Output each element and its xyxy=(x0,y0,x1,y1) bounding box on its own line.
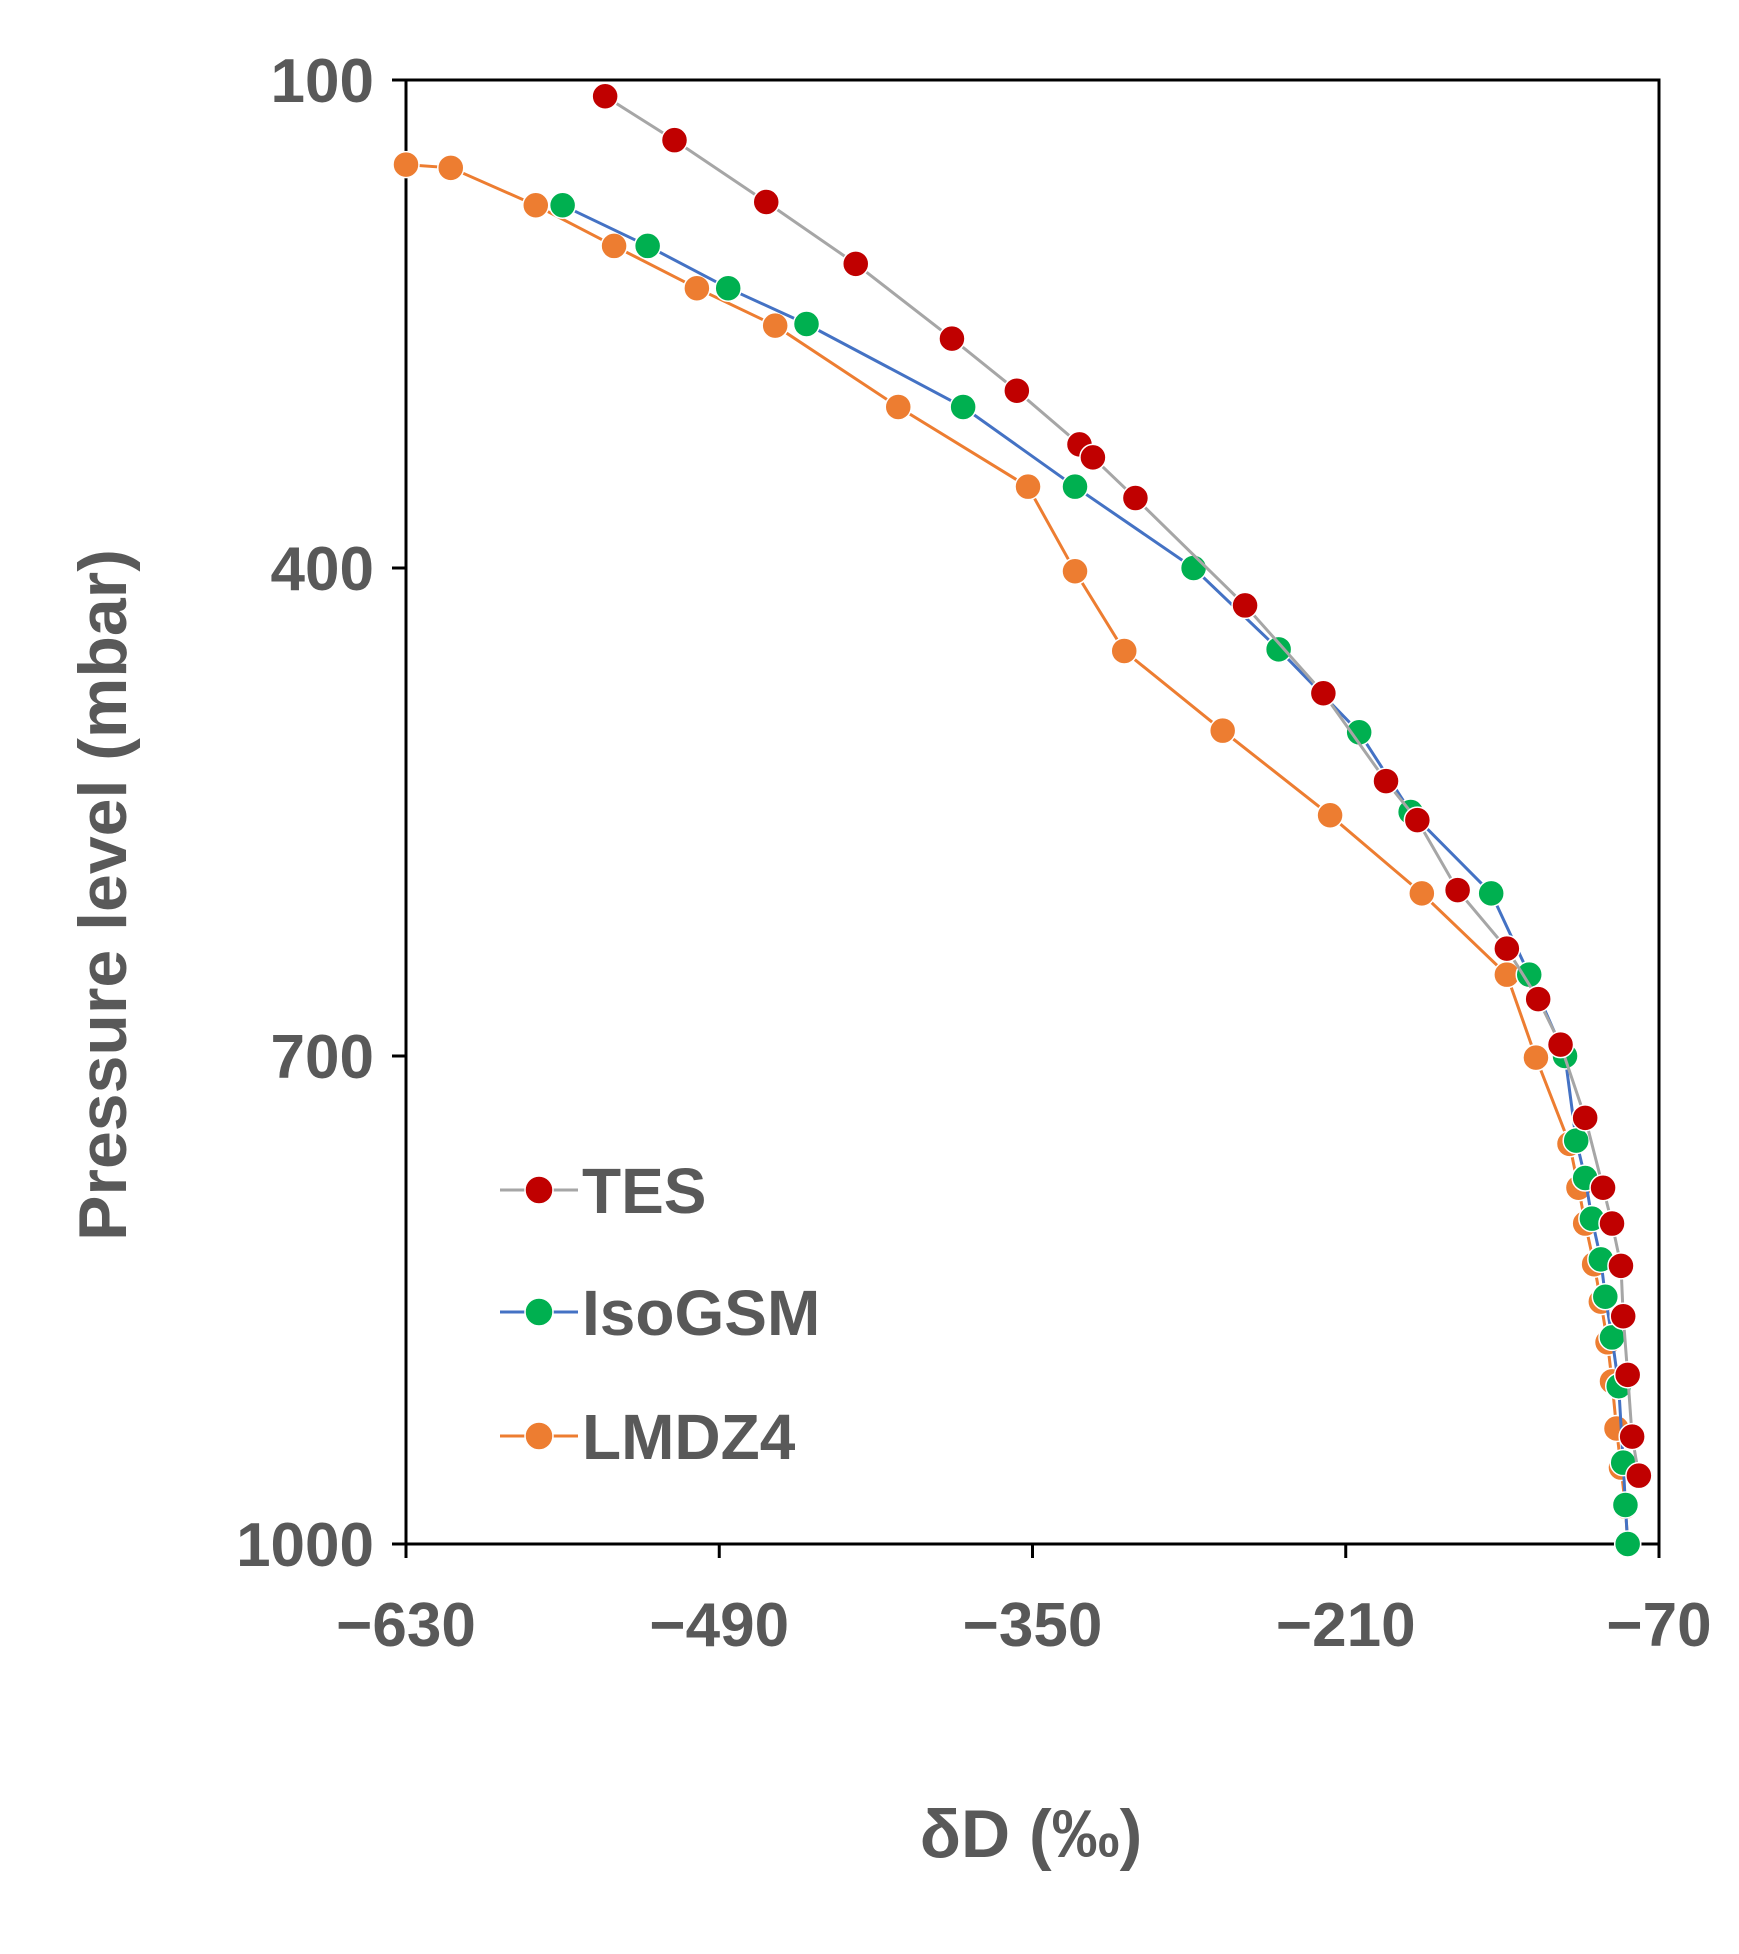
x-axis-title: δD (‰) xyxy=(920,1796,1143,1872)
data-point-lmdz4 xyxy=(1316,801,1344,830)
data-point-lmdz4 xyxy=(1522,1043,1550,1072)
data-point-lmdz4 xyxy=(1408,879,1436,908)
legend-label: IsoGSM xyxy=(582,1277,820,1349)
x-tick-label: −630 xyxy=(336,1591,476,1660)
y-tick-label: 1000 xyxy=(236,1511,374,1580)
data-point-tes xyxy=(1598,1209,1626,1238)
data-point-tes xyxy=(1493,934,1521,963)
data-point-tes xyxy=(1609,1302,1637,1331)
data-point-isogsm xyxy=(1515,960,1543,989)
data-point-lmdz4 xyxy=(1110,637,1138,665)
data-point-tes xyxy=(1546,1030,1575,1059)
data-point-tes xyxy=(1625,1461,1653,1490)
data-point-tes xyxy=(660,126,689,154)
data-point-isogsm xyxy=(949,393,977,421)
data-point-lmdz4 xyxy=(392,150,420,179)
data-point-isogsm xyxy=(1179,554,1208,582)
data-point-tes xyxy=(938,324,966,353)
legend-item-tes: TES xyxy=(500,1155,706,1227)
series-layer xyxy=(392,82,1653,1558)
legend-label: TES xyxy=(582,1155,706,1227)
y-tick-label: 400 xyxy=(271,535,374,604)
data-point-lmdz4 xyxy=(1014,472,1042,501)
data-point-isogsm xyxy=(1061,472,1089,501)
data-point-tes xyxy=(752,188,780,216)
legend-marker xyxy=(524,1421,554,1451)
data-point-lmdz4 xyxy=(884,393,912,421)
data-point-tes xyxy=(1079,443,1107,472)
data-point-isogsm xyxy=(714,274,742,302)
y-tick-label: 700 xyxy=(271,1023,374,1092)
data-point-isogsm xyxy=(633,232,662,260)
data-point-lmdz4 xyxy=(1061,557,1089,586)
data-point-lmdz4 xyxy=(522,191,550,220)
legend-marker xyxy=(524,1175,554,1205)
data-point-lmdz4 xyxy=(437,154,465,182)
legend-label: LMDZ4 xyxy=(582,1401,796,1473)
legend: TES IsoGSM LMDZ4 xyxy=(500,1155,820,1473)
data-point-tes xyxy=(1524,985,1552,1013)
data-point-tes xyxy=(1618,1422,1646,1451)
data-point-isogsm xyxy=(1591,1282,1620,1311)
plot-area xyxy=(404,78,1661,1546)
data-point-lmdz4 xyxy=(761,311,789,340)
data-point-tes xyxy=(1003,376,1031,405)
legend-item-isogsm: IsoGSM xyxy=(500,1277,820,1349)
data-point-isogsm xyxy=(1264,635,1293,664)
data-point-isogsm xyxy=(548,191,577,220)
data-point-tes xyxy=(1589,1174,1617,1202)
axis-ticks: −630 −490 −350 −210 −70 100 400 700 1000 xyxy=(236,47,1712,1660)
legend-marker xyxy=(524,1297,554,1327)
data-point-isogsm xyxy=(1611,1491,1640,1519)
y-tick-label: 100 xyxy=(271,47,374,116)
data-point-isogsm xyxy=(1477,879,1505,908)
x-tick-label: −210 xyxy=(1276,1591,1416,1660)
data-point-tes xyxy=(1309,679,1338,708)
x-tick-label: −350 xyxy=(963,1591,1103,1660)
data-point-isogsm xyxy=(1613,1530,1642,1558)
data-point-tes xyxy=(841,250,870,278)
data-point-tes xyxy=(1372,767,1400,795)
data-point-tes xyxy=(1571,1104,1599,1132)
data-point-tes xyxy=(1443,876,1472,904)
data-point-lmdz4 xyxy=(683,274,711,302)
data-point-isogsm xyxy=(792,310,821,338)
y-axis-title: Pressure level (mbar) xyxy=(65,549,141,1241)
data-point-tes xyxy=(1121,484,1150,512)
legend-item-lmdz4: LMDZ4 xyxy=(500,1401,796,1473)
data-point-tes xyxy=(1607,1252,1635,1280)
data-point-lmdz4 xyxy=(1208,716,1237,745)
x-tick-label: −70 xyxy=(1606,1591,1711,1660)
data-point-tes xyxy=(1613,1361,1642,1389)
data-point-tes xyxy=(1403,806,1432,834)
series-tes xyxy=(591,82,1653,1490)
data-point-lmdz4 xyxy=(600,232,628,260)
x-tick-label: −490 xyxy=(649,1591,789,1660)
data-point-tes xyxy=(1231,591,1259,620)
data-point-tes xyxy=(591,82,619,111)
